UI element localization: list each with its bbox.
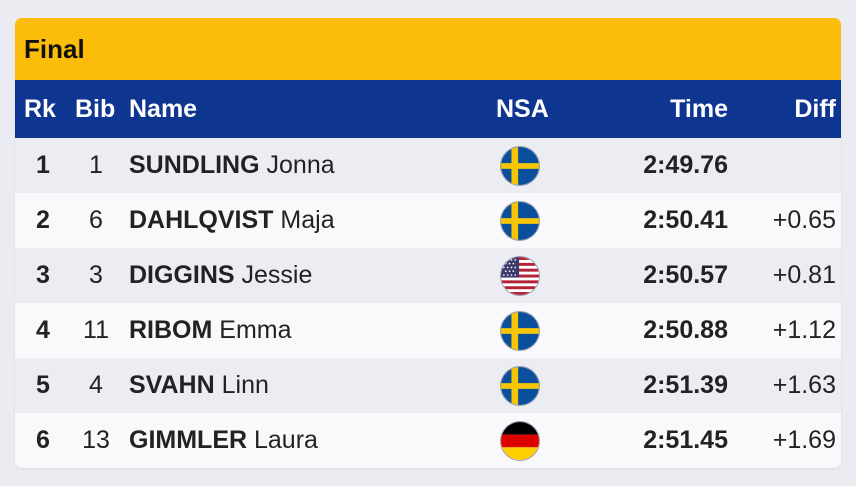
athlete-name[interactable]: SUNDLING Jonna [129, 151, 335, 180]
diff-cell: +1.69 [772, 426, 836, 454]
athlete-surname: GIMMLER [129, 426, 248, 454]
table-row[interactable]: 6 13 GIMMLER Laura 2:51.45 +1.69 [15, 413, 841, 468]
time-cell: 2:51.45 [643, 426, 728, 454]
time-cell: 2:51.39 [643, 371, 728, 399]
table-header: Rk Bib Name NSA Time Diff [15, 80, 841, 138]
athlete-firstname: Jonna [266, 151, 335, 179]
results-table-body: 1 1 SUNDLING Jonna 2:49.76 2 6 DAHLQVIST… [15, 138, 841, 468]
time-cell: 2:50.41 [643, 206, 728, 234]
nsa-cell [485, 365, 555, 406]
nsa-cell [485, 145, 555, 186]
bib-cell: 3 [89, 261, 103, 289]
nsa-cell [485, 310, 555, 351]
sweden-flag-icon [500, 310, 540, 351]
header-bib: Bib [75, 94, 116, 123]
time-cell: 2:50.88 [643, 316, 728, 344]
sweden-flag-icon [500, 365, 540, 406]
page-title: Final [24, 33, 85, 64]
athlete-name[interactable]: DIGGINS Jessie [129, 261, 312, 290]
athlete-name[interactable]: RIBOM Emma [129, 316, 292, 345]
table-row[interactable]: 5 4 SVAHN Linn 2:51.39 +1.63 [15, 358, 841, 413]
usa-flag-icon [500, 255, 540, 296]
sweden-flag-icon [500, 200, 540, 241]
athlete-firstname: Emma [219, 316, 292, 344]
header-nsa: NSA [496, 94, 549, 123]
header-diff: Diff [794, 94, 836, 123]
diff-cell: +1.12 [772, 316, 836, 344]
diff-cell: +0.65 [772, 206, 836, 234]
diff-cell: +0.81 [772, 261, 836, 289]
bib-cell: 13 [82, 426, 110, 454]
athlete-firstname: Jessie [241, 261, 313, 289]
athlete-surname: SVAHN [129, 371, 215, 399]
rank-cell: 1 [36, 151, 50, 179]
nsa-cell [485, 200, 555, 241]
bib-cell: 1 [89, 151, 103, 179]
germany-flag-icon [500, 420, 540, 461]
athlete-name[interactable]: GIMMLER Laura [129, 426, 318, 455]
header-rank: Rk [24, 94, 56, 123]
table-row[interactable]: 4 11 RIBOM Emma 2:50.88 +1.12 [15, 303, 841, 358]
results-card: Final Rk Bib Name NSA Time Diff 1 1 SUND… [15, 18, 841, 468]
time-cell: 2:50.57 [643, 261, 728, 289]
athlete-firstname: Maja [280, 206, 335, 234]
bib-cell: 6 [89, 206, 103, 234]
bib-cell: 4 [89, 371, 103, 399]
athlete-name[interactable]: SVAHN Linn [129, 371, 269, 400]
diff-cell: +1.63 [772, 371, 836, 399]
athlete-surname: DAHLQVIST [129, 206, 274, 234]
athlete-surname: SUNDLING [129, 151, 260, 179]
athlete-firstname: Laura [254, 426, 318, 454]
sweden-flag-icon [500, 145, 540, 186]
athlete-surname: DIGGINS [129, 261, 235, 289]
rank-cell: 4 [36, 316, 50, 344]
rank-cell: 3 [36, 261, 50, 289]
time-cell: 2:49.76 [643, 151, 728, 179]
athlete-surname: RIBOM [129, 316, 213, 344]
nsa-cell [485, 255, 555, 296]
header-name: Name [129, 94, 198, 123]
athlete-name[interactable]: DAHLQVIST Maja [129, 206, 335, 235]
athlete-firstname: Linn [221, 371, 269, 399]
title-bar: Final [15, 18, 841, 80]
bib-cell: 11 [83, 316, 109, 344]
table-row[interactable]: 2 6 DAHLQVIST Maja 2:50.41 +0.65 [15, 193, 841, 248]
rank-cell: 6 [36, 426, 50, 454]
rank-cell: 2 [36, 206, 50, 234]
table-row[interactable]: 1 1 SUNDLING Jonna 2:49.76 [15, 138, 841, 193]
nsa-cell [485, 420, 555, 461]
table-row[interactable]: 3 3 DIGGINS Jessie [15, 248, 841, 303]
header-time: Time [670, 94, 728, 123]
rank-cell: 5 [36, 371, 50, 399]
